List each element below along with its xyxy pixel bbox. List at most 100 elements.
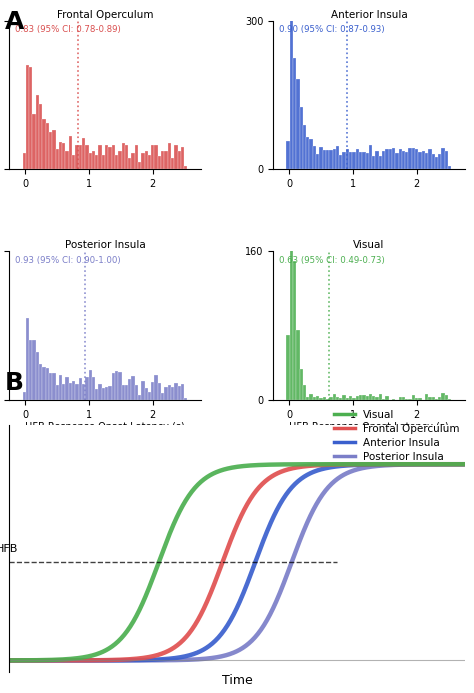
Bar (343, 152, 346, 170)
Bar (415, 398, 419, 400)
Bar (425, 153, 428, 170)
Text: 0.63 (95% CI: 0.49-0.73): 0.63 (95% CI: 0.49-0.73) (279, 256, 385, 265)
Bar (65, 377, 69, 400)
Bar (181, 147, 184, 170)
Bar (412, 395, 415, 400)
Bar (286, 141, 290, 170)
Bar (333, 149, 336, 170)
Bar (399, 149, 402, 170)
Bar (290, 6, 293, 170)
Bar (415, 149, 419, 170)
Bar (300, 107, 303, 170)
Bar (151, 146, 155, 170)
Bar (356, 396, 359, 400)
Bar (392, 399, 395, 400)
Bar (402, 397, 405, 400)
Bar (39, 105, 42, 170)
Bar (290, 57, 293, 400)
Bar (128, 379, 131, 400)
X-axis label: Time: Time (222, 674, 252, 687)
Bar (382, 151, 385, 170)
Bar (184, 166, 188, 170)
Bar (42, 119, 46, 170)
Bar (82, 138, 85, 170)
Bar (375, 397, 379, 400)
Bar (296, 79, 300, 170)
Bar (102, 388, 105, 400)
Bar (95, 155, 99, 170)
Bar (382, 399, 385, 400)
Bar (171, 158, 174, 170)
Bar (379, 394, 382, 400)
Bar (158, 383, 161, 400)
Bar (23, 152, 26, 170)
Bar (115, 371, 118, 400)
Bar (445, 395, 448, 400)
Bar (329, 397, 333, 400)
Bar (46, 123, 49, 170)
Bar (138, 395, 141, 400)
X-axis label: HFB Response Onset Latency (s): HFB Response Onset Latency (s) (25, 423, 185, 432)
Bar (42, 367, 46, 400)
Bar (85, 146, 89, 170)
Bar (85, 377, 89, 400)
Bar (356, 149, 359, 170)
Bar (428, 149, 431, 170)
Bar (445, 150, 448, 170)
Bar (310, 139, 313, 170)
Title: Posterior Insula: Posterior Insula (65, 240, 146, 250)
Bar (168, 143, 171, 170)
Title: Frontal Operculum: Frontal Operculum (57, 10, 153, 20)
Bar (293, 261, 296, 400)
Bar (105, 146, 109, 170)
Bar (306, 137, 310, 170)
Bar (155, 146, 158, 170)
Bar (109, 147, 111, 170)
Bar (425, 394, 428, 400)
Bar (26, 317, 29, 400)
Bar (125, 385, 128, 400)
Bar (161, 151, 164, 170)
Bar (362, 152, 365, 170)
Bar (52, 130, 55, 170)
Bar (36, 95, 39, 170)
Bar (62, 143, 65, 170)
Bar (46, 368, 49, 400)
Bar (362, 395, 365, 400)
Bar (448, 166, 451, 170)
Bar (323, 150, 326, 170)
Bar (75, 384, 79, 400)
Bar (174, 146, 178, 170)
Bar (365, 152, 369, 170)
Bar (95, 389, 99, 400)
Bar (184, 398, 188, 400)
Bar (72, 155, 75, 170)
Bar (174, 383, 178, 400)
Bar (118, 151, 121, 170)
Bar (135, 146, 138, 170)
Bar (419, 398, 422, 400)
Bar (369, 394, 372, 400)
Bar (346, 149, 349, 170)
Bar (343, 395, 346, 400)
Bar (55, 385, 59, 400)
Bar (375, 151, 379, 170)
X-axis label: HFB Response Onset Latency (s): HFB Response Onset Latency (s) (289, 423, 449, 432)
Bar (359, 152, 362, 170)
Bar (72, 381, 75, 400)
Bar (29, 67, 32, 170)
Bar (32, 340, 36, 400)
Title: Visual: Visual (353, 240, 384, 250)
Bar (178, 386, 181, 400)
Bar (352, 152, 356, 170)
Bar (435, 157, 438, 170)
Bar (441, 394, 445, 400)
Bar (158, 157, 161, 170)
Bar (438, 154, 441, 170)
Bar (118, 372, 121, 400)
Bar (339, 398, 343, 400)
Bar (151, 382, 155, 400)
Bar (121, 143, 125, 170)
Bar (431, 154, 435, 170)
Bar (352, 398, 356, 400)
